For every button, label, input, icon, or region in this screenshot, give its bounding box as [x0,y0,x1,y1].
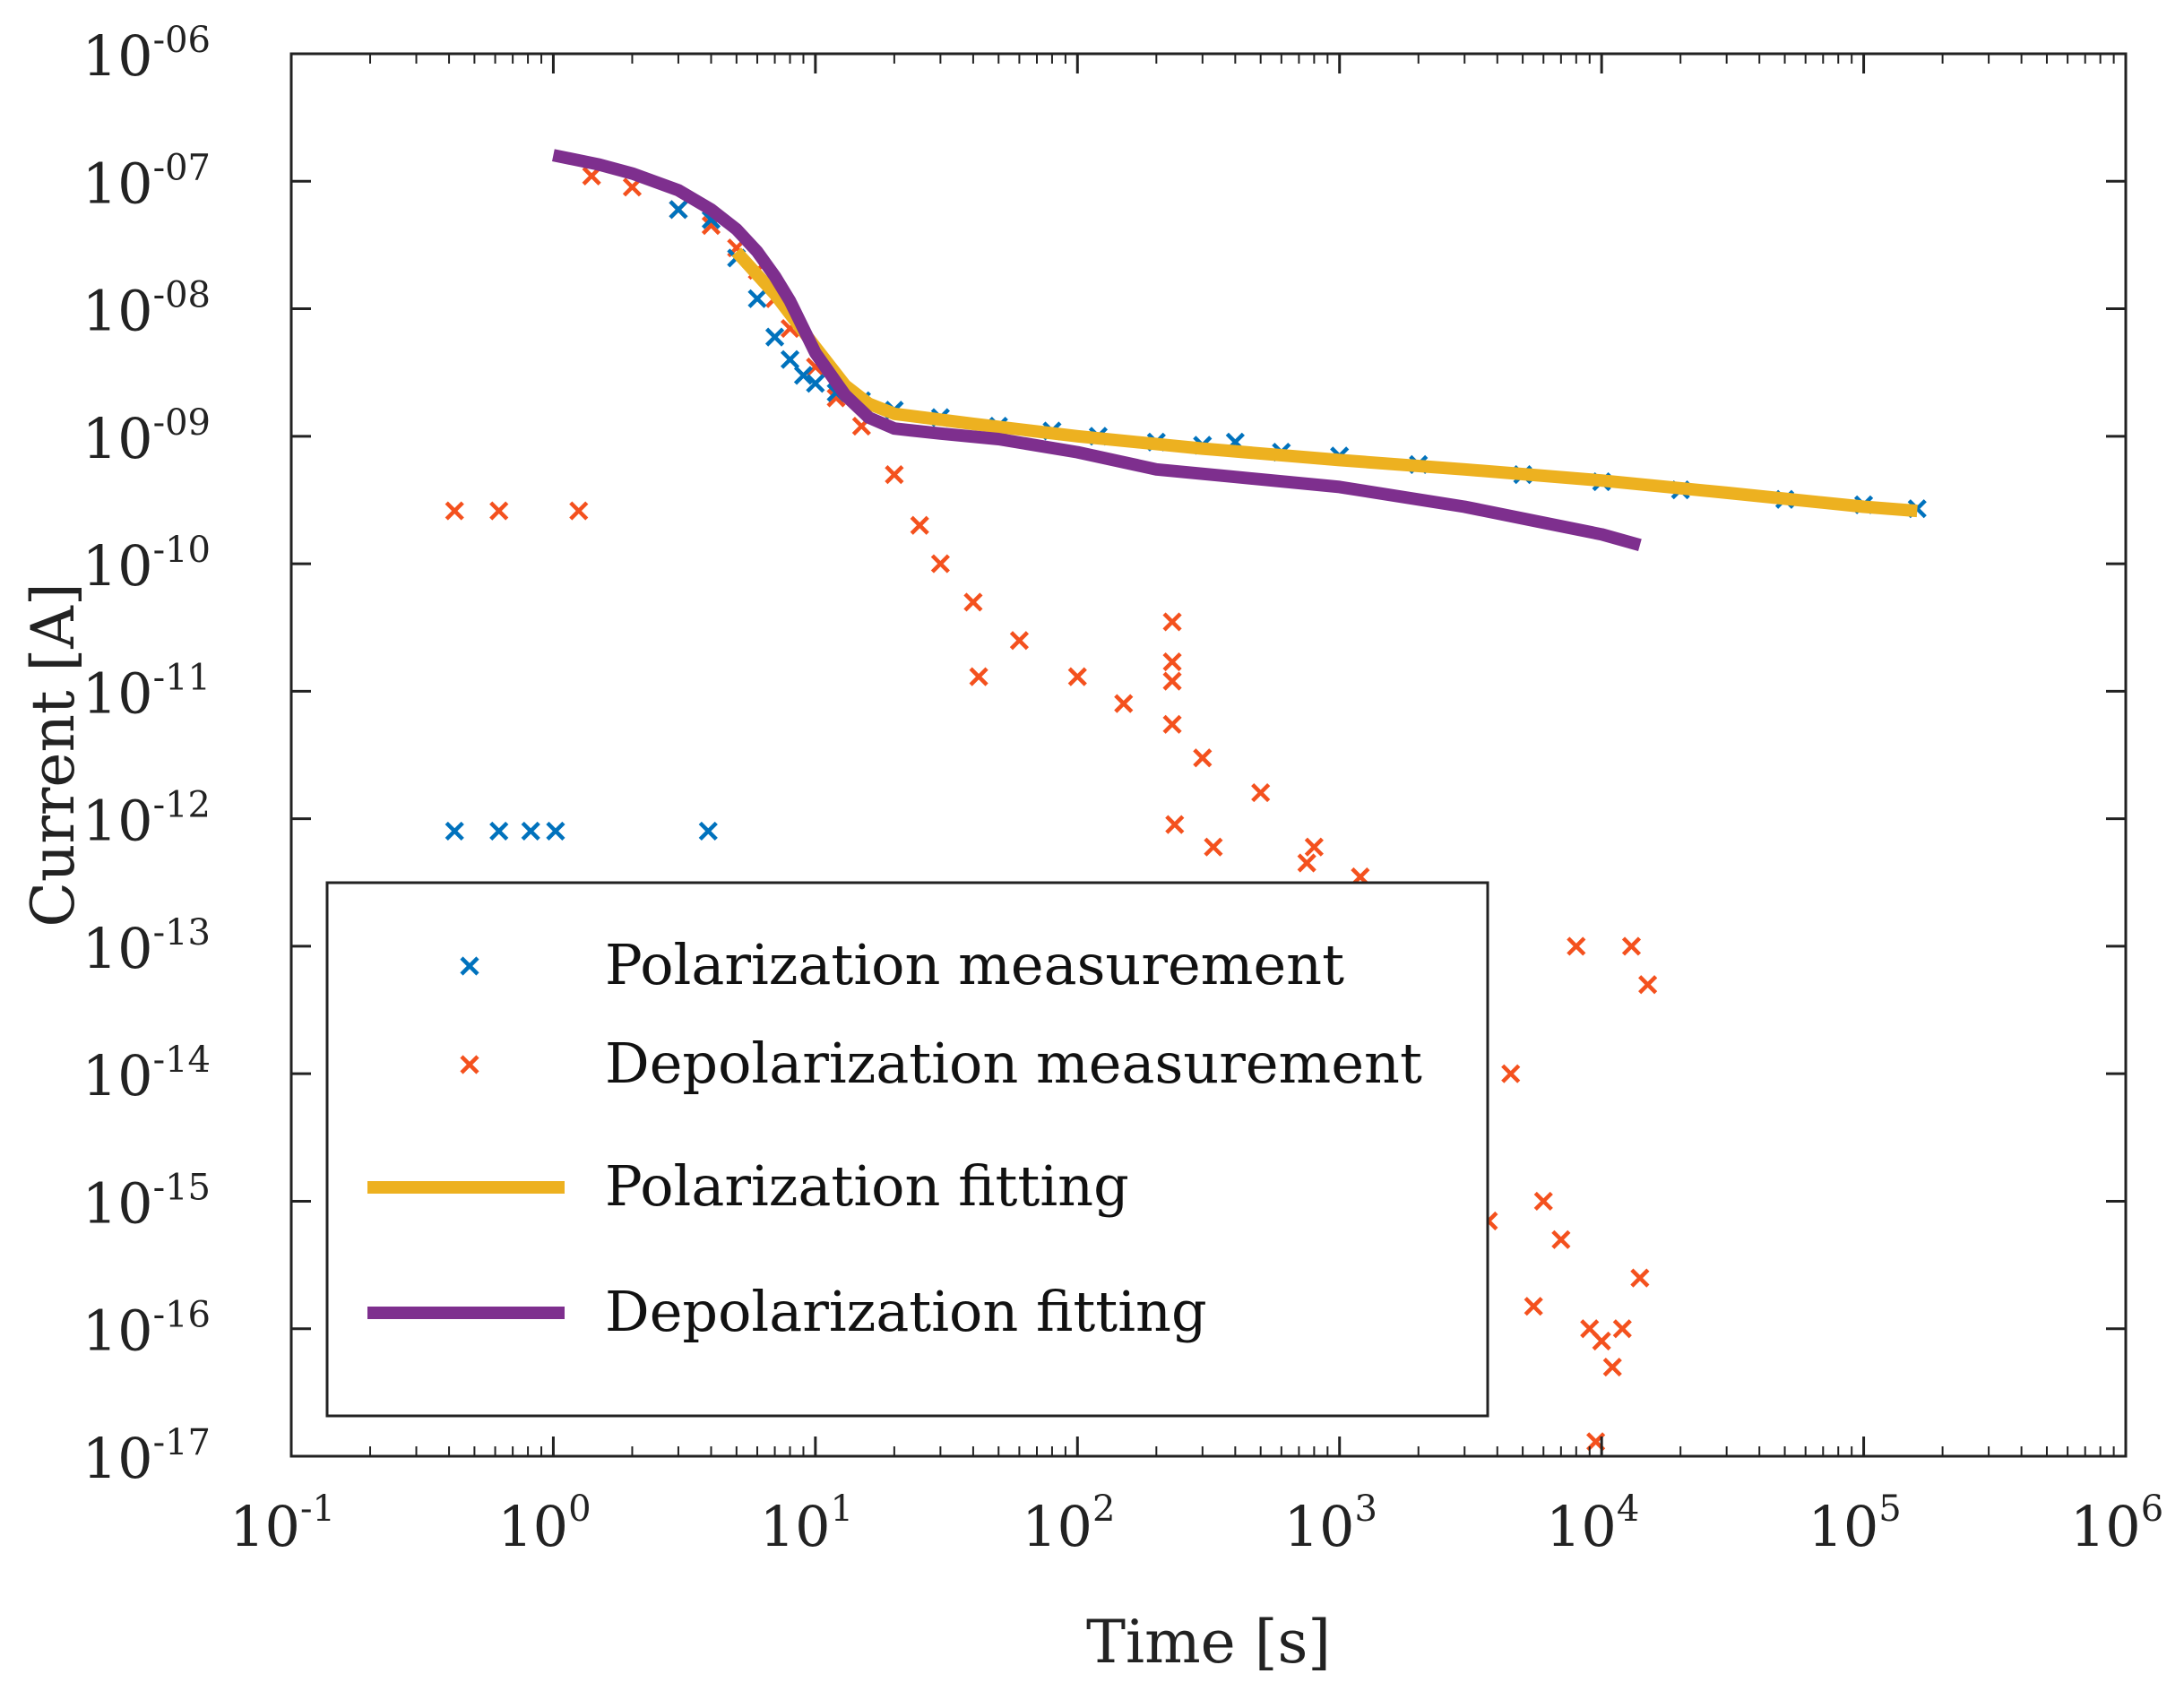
legend-label: Polarization fitting [605,1153,1129,1219]
data-point [1304,837,1324,857]
y-tick-label: 10-07 [82,147,211,216]
data-point [521,821,540,841]
legend-items: Polarization measurement Depolarization m… [367,932,1422,1344]
y-tick-label: 10-09 [82,402,211,471]
y-tick-label: 10-12 [82,785,211,854]
data-point [1592,1331,1611,1351]
x-tick-label: 102 [1022,1488,1115,1559]
x-axis-title: Time [s] [1086,1608,1331,1677]
y-tick-label: 10-11 [82,657,211,726]
data-point [1630,1268,1650,1288]
x-tick-label: 106 [2070,1488,2163,1559]
data-point [1567,936,1586,956]
data-point [1602,1357,1622,1377]
series-line [552,149,1642,552]
data-point [1638,975,1658,995]
data-point [1612,1319,1632,1339]
data-point [1621,936,1642,956]
y-tick-label: 10-16 [82,1295,211,1364]
y-tick-label: 10-08 [82,275,211,344]
data-point [1114,694,1134,713]
x-tick-label: 100 [497,1488,591,1559]
data-point [445,501,464,521]
data-point [1297,853,1316,873]
data-point [1501,1064,1521,1083]
x-tick-label: 101 [760,1488,853,1559]
y-tick-labels: 10-06 10-07 10-08 10-09 10-10 10-11 10-12 10-13… [82,20,211,1491]
data-point [963,592,983,612]
data-point [1162,651,1182,672]
data-point [793,366,814,385]
data-point [1251,783,1271,803]
y-tick-label: 10-10 [82,530,211,599]
data-point [1533,1191,1553,1212]
data-layer [445,149,1927,1452]
y-tick-label: 10-06 [82,20,211,89]
data-point [1067,667,1087,686]
legend-label: Polarization measurement [605,932,1344,997]
data-point [969,667,988,686]
legend-marker [460,956,479,976]
legend-label: Depolarization measurement [605,1031,1422,1096]
data-point [1193,748,1213,768]
y-axis-title: Current [A] [19,582,88,927]
data-point [764,327,785,347]
x-tick-label: 104 [1546,1488,1639,1559]
data-point [445,821,464,841]
data-point [910,515,929,535]
data-point [1165,815,1185,834]
x-tick-label: 10-1 [229,1488,335,1559]
data-point [1162,671,1182,691]
data-point [1524,1297,1543,1316]
legend-label: Depolarization fitting [605,1279,1207,1344]
data-point [1162,612,1182,632]
legend-marker [460,1055,479,1074]
legend: Polarization measurement Depolarization m… [325,881,1489,1418]
data-point [1162,714,1182,734]
data-point [806,374,825,393]
plot-frame [289,52,2128,1458]
data-point [698,821,718,841]
y-tick-label: 10-14 [82,1040,211,1109]
data-point [930,554,950,574]
data-point [669,200,688,220]
data-point [747,289,767,308]
data-point [1009,631,1030,651]
y-tick-label: 10-15 [82,1167,211,1236]
data-point [582,166,601,185]
x-tick-label: 103 [1284,1488,1377,1559]
axis-ticks [289,52,2128,1458]
data-point [489,501,509,521]
data-point [546,821,565,841]
data-point [885,465,904,485]
data-point [489,821,509,841]
legend-box [325,881,1489,1418]
y-tick-label: 10-13 [82,912,211,981]
data-point [780,349,800,369]
x-tick-labels: 10-1 100 101 102 103 104 105 106 [229,1488,2163,1559]
data-point [569,501,589,521]
x-tick-label: 105 [1808,1488,1901,1559]
data-point [1204,837,1223,857]
data-point [1551,1229,1571,1249]
y-tick-label: 10-17 [82,1422,211,1491]
